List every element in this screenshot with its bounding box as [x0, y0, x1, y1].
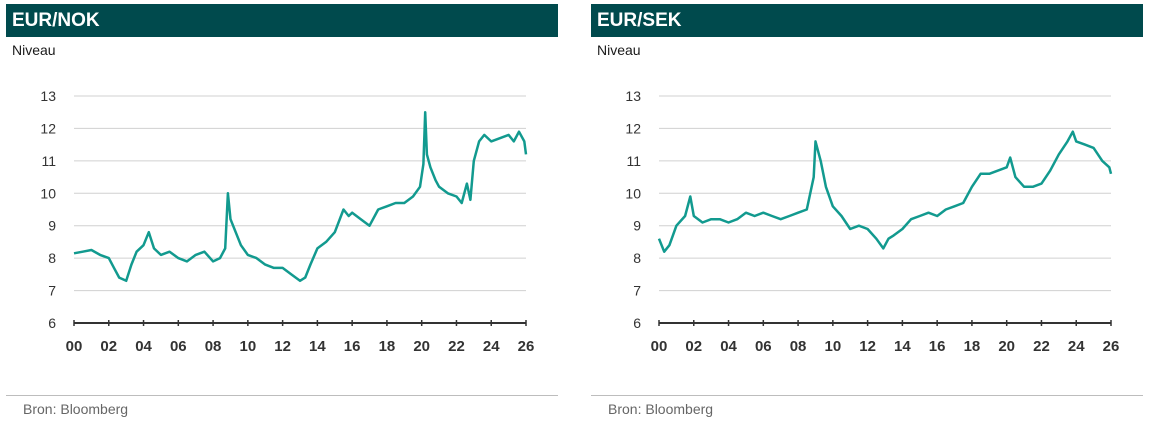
x-tick-label: 04 [135, 338, 152, 355]
footer-divider [6, 395, 558, 396]
chart-panel-eurnok: EUR/NOK Niveau 6 7 8 9 10 11 12 13 00 02 04 06 08 10 1… [6, 0, 558, 429]
line-chart-eurnok: 6 7 8 9 10 11 12 13 00 02 04 06 08 10 12 14 16 18 20 22 24 26 [6, 70, 558, 365]
chart-svg: 6 7 8 9 10 11 12 13 00 02 04 06 08 10 12 14 16 18 20 22 24 26 [40, 88, 535, 355]
x-tick-label: 18 [964, 338, 981, 355]
x-tick-label: 04 [720, 338, 737, 355]
source-note: Bron: Bloomberg [608, 401, 714, 417]
y-tick-label: 6 [633, 315, 641, 331]
x-tick-label: 08 [205, 338, 222, 355]
series-line [73, 110, 528, 283]
x-tick-label: 26 [1103, 338, 1120, 355]
y-tick-label: 11 [41, 153, 56, 169]
x-tick-label: 00 [66, 338, 83, 355]
x-tick-label: 02 [685, 338, 702, 355]
x-tick-label: 02 [100, 338, 117, 355]
chart-title: EUR/NOK [6, 4, 558, 37]
x-tick-label: 00 [651, 338, 668, 355]
chart-panel-eursek: EUR/SEK Niveau 6 7 8 9 10 11 12 13 00 02 04 06 08 10 1… [591, 0, 1143, 429]
y-tick-label: 10 [625, 185, 641, 201]
chart-svg: 6 7 8 9 10 11 12 13 00 02 04 06 08 10 12 14 16 18 20 22 24 26 [625, 88, 1120, 355]
series-line [657, 130, 1113, 253]
x-tick-label: 18 [379, 338, 396, 355]
x-tick-label: 16 [344, 338, 361, 355]
y-axis-label: Niveau [597, 42, 641, 58]
x-tick-label: 14 [309, 338, 326, 355]
x-tick-label: 08 [790, 338, 807, 355]
y-tick-label: 6 [48, 315, 56, 331]
y-tick-label: 10 [40, 185, 56, 201]
y-tick-label: 8 [633, 250, 641, 266]
y-tick-label: 9 [633, 218, 641, 234]
x-tick-label: 12 [274, 338, 291, 355]
x-tick-label: 06 [755, 338, 772, 355]
x-tick-label: 10 [825, 338, 842, 355]
y-tick-label: 12 [625, 120, 641, 136]
x-tick-label: 24 [1068, 338, 1085, 355]
x-tick-label: 10 [240, 338, 257, 355]
x-tick-label: 06 [170, 338, 187, 355]
y-tick-label: 9 [48, 218, 56, 234]
x-tick-label: 14 [894, 338, 911, 355]
line-chart-eursek: 6 7 8 9 10 11 12 13 00 02 04 06 08 10 12 14 16 18 20 22 24 26 [591, 70, 1143, 365]
x-tick-label: 20 [413, 338, 430, 355]
x-tick-label: 22 [1033, 338, 1050, 355]
x-tick-label: 26 [518, 338, 535, 355]
y-tick-label: 7 [48, 283, 56, 299]
y-tick-label: 13 [40, 88, 56, 104]
x-tick-label: 12 [859, 338, 876, 355]
y-tick-label: 7 [633, 283, 641, 299]
y-tick-label: 11 [626, 153, 641, 169]
y-tick-label: 8 [48, 250, 56, 266]
chart-title: EUR/SEK [591, 4, 1143, 37]
x-tick-label: 22 [448, 338, 465, 355]
x-tick-label: 20 [998, 338, 1015, 355]
x-tick-label: 16 [929, 338, 946, 355]
y-tick-label: 13 [625, 88, 641, 104]
y-tick-label: 12 [40, 120, 56, 136]
footer-divider [591, 395, 1143, 396]
y-axis-label: Niveau [12, 42, 56, 58]
x-tick-label: 24 [483, 338, 500, 355]
source-note: Bron: Bloomberg [23, 401, 129, 417]
